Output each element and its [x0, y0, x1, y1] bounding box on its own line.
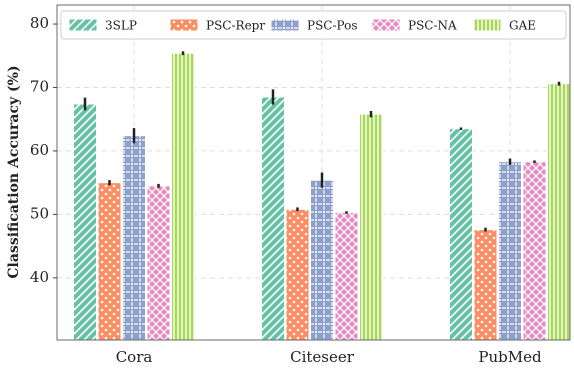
legend-box — [60, 10, 567, 40]
legend-label: PSC-NA — [408, 19, 457, 33]
y-tick-label: 70 — [30, 77, 49, 95]
bar — [498, 161, 522, 341]
y-tick-label: 50 — [30, 204, 49, 222]
bar — [522, 161, 547, 341]
legend-swatch — [169, 18, 199, 32]
bar — [334, 211, 359, 341]
bar — [473, 229, 498, 341]
legend-label: PSC-Repr — [206, 19, 265, 33]
y-tick-label: 60 — [30, 141, 49, 159]
bar — [122, 135, 146, 341]
legend-label: GAE — [509, 19, 536, 33]
plot-frame — [56, 4, 571, 341]
bar — [285, 208, 310, 341]
bar — [547, 83, 571, 341]
y-axis-label: Classification Accuracy (%) — [6, 65, 22, 278]
bar — [97, 182, 122, 341]
legend-label: 3SLP — [105, 19, 137, 33]
legend-swatch — [68, 18, 98, 32]
y-tick-label: 40 — [30, 268, 49, 286]
bar — [310, 179, 334, 341]
bar — [171, 52, 195, 341]
legend-label: PSC-Pos — [307, 19, 358, 33]
bar — [73, 103, 97, 341]
bar — [359, 113, 383, 341]
bar — [449, 128, 473, 341]
legend-swatch — [472, 18, 502, 32]
legend-swatch — [371, 18, 401, 32]
bar — [261, 96, 285, 341]
x-tick-label: Cora — [116, 348, 153, 366]
legend: 3SLP PSC-Repr PSC-Pos PSC-NA GAE — [60, 10, 567, 40]
bar — [146, 185, 171, 341]
legend-swatch — [270, 18, 300, 32]
y-tick-label: 80 — [30, 14, 49, 32]
x-tick-label: PubMed — [478, 348, 542, 366]
x-tick-label: Citeseer — [290, 348, 355, 366]
